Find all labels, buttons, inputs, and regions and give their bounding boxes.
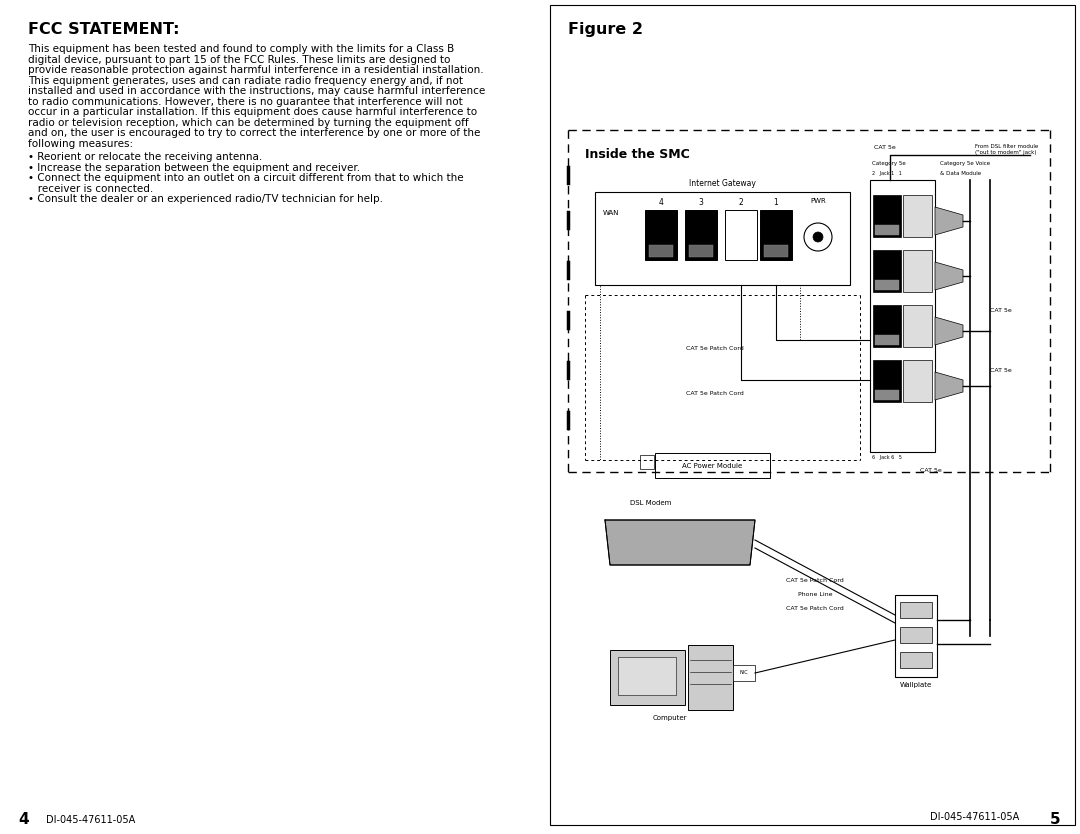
Text: and on, the user is encouraged to try to correct the interference by one or more: and on, the user is encouraged to try to… (28, 128, 481, 138)
Text: PWR: PWR (810, 198, 826, 204)
Text: & Data Module: & Data Module (940, 171, 981, 176)
Bar (689, 245, 713, 257)
Text: 4: 4 (18, 812, 29, 827)
Text: Wallplate: Wallplate (900, 682, 932, 688)
Text: 3: 3 (699, 198, 703, 207)
Text: radio or television reception, which can be determined by turning the equipment : radio or television reception, which can… (28, 118, 469, 128)
Text: 5: 5 (1050, 812, 1061, 827)
Bar (645, 210, 677, 260)
Bar (900, 652, 932, 668)
Bar (900, 602, 932, 618)
Text: Phone Line: Phone Line (798, 591, 833, 596)
Bar (649, 245, 673, 257)
Bar (654, 453, 770, 478)
Bar (618, 657, 676, 695)
Text: receiver is connected.: receiver is connected. (28, 183, 153, 193)
Bar (760, 210, 792, 260)
Text: digital device, pursuant to part 15 of the FCC Rules. These limits are designed : digital device, pursuant to part 15 of t… (28, 54, 450, 64)
Text: CAT 5e Patch Cord: CAT 5e Patch Cord (786, 577, 843, 582)
Text: Figure 2: Figure 2 (568, 22, 643, 37)
Bar (610, 650, 685, 705)
Text: 1: 1 (773, 198, 779, 207)
Text: Inside the SMC: Inside the SMC (585, 148, 690, 161)
Bar (903, 250, 932, 292)
Text: 2   Jack 1   1: 2 Jack 1 1 (872, 171, 902, 176)
Bar (733, 665, 755, 681)
Text: to radio communications. However, there is no guarantee that interference will n: to radio communications. However, there … (28, 97, 462, 107)
Bar (903, 305, 932, 347)
Bar (900, 627, 932, 643)
Bar (764, 245, 788, 257)
Text: • Consult the dealer or an experienced radio/TV technician for help.: • Consult the dealer or an experienced r… (28, 194, 383, 204)
Text: CAT 5e Patch Cord: CAT 5e Patch Cord (686, 345, 744, 350)
Text: provide reasonable protection against harmful interference in a residential inst: provide reasonable protection against ha… (28, 65, 484, 75)
Text: occur in a particular installation. If this equipment does cause harmful interfe: occur in a particular installation. If t… (28, 107, 477, 117)
Bar (873, 195, 901, 237)
Text: • Reorient or relocate the receiving antenna.: • Reorient or relocate the receiving ant… (28, 152, 262, 162)
Text: • Connect the equipment into an outlet on a circuit different from that to which: • Connect the equipment into an outlet o… (28, 173, 463, 183)
Bar (903, 195, 932, 237)
Bar (688, 645, 733, 710)
Text: CAT 5e: CAT 5e (990, 308, 1012, 313)
Text: CAT 5e: CAT 5e (874, 145, 896, 150)
Text: This equipment has been tested and found to comply with the limits for a Class B: This equipment has been tested and found… (28, 44, 455, 54)
Text: From DSL filter module
("out to modem" jack): From DSL filter module ("out to modem" j… (975, 143, 1038, 155)
Text: DSL Modem: DSL Modem (630, 500, 672, 506)
Text: following measures:: following measures: (28, 138, 133, 148)
Text: DI-045-47611-05A: DI-045-47611-05A (930, 812, 1020, 822)
Bar (875, 335, 899, 345)
Text: 4: 4 (659, 198, 663, 207)
Text: CAT 5e Patch Cord: CAT 5e Patch Cord (686, 390, 744, 395)
Text: Category 5e: Category 5e (872, 161, 906, 166)
Text: FCC STATEMENT:: FCC STATEMENT: (28, 22, 179, 37)
Text: • Increase the separation between the equipment and receiver.: • Increase the separation between the eq… (28, 163, 360, 173)
Text: This equipment generates, uses and can radiate radio frequency energy and, if no: This equipment generates, uses and can r… (28, 76, 463, 86)
Circle shape (804, 223, 832, 251)
Bar (873, 360, 901, 402)
Text: Category 5e Voice: Category 5e Voice (940, 161, 990, 166)
Text: CAT 5e Patch Cord: CAT 5e Patch Cord (786, 605, 843, 610)
Bar (895, 595, 937, 677)
Text: DI-045-47611-05A: DI-045-47611-05A (46, 815, 135, 825)
Bar (595, 192, 850, 285)
Bar (903, 360, 932, 402)
Bar (875, 390, 899, 400)
Polygon shape (935, 262, 963, 290)
Text: 2: 2 (739, 198, 743, 207)
Polygon shape (935, 372, 963, 400)
Text: CAT 5e: CAT 5e (920, 468, 942, 473)
Text: WAN: WAN (603, 210, 620, 216)
Bar (875, 225, 899, 235)
Bar (873, 305, 901, 347)
Bar (685, 210, 717, 260)
Bar (725, 210, 757, 260)
Polygon shape (935, 207, 963, 235)
Text: Internet Gateway: Internet Gateway (689, 179, 756, 188)
Bar (875, 280, 899, 290)
Text: AC Power Module: AC Power Module (683, 463, 743, 469)
Bar (873, 250, 901, 292)
Circle shape (813, 232, 823, 242)
Polygon shape (935, 317, 963, 345)
Text: CAT 5e: CAT 5e (990, 368, 1012, 373)
Text: NIC: NIC (740, 671, 748, 676)
Polygon shape (605, 520, 755, 565)
Text: Computer: Computer (652, 715, 687, 721)
Bar (640, 455, 654, 469)
Text: 6   Jack 6   5: 6 Jack 6 5 (872, 455, 902, 460)
Bar (870, 180, 935, 452)
Text: installed and used in accordance with the instructions, may cause harmful interf: installed and used in accordance with th… (28, 86, 485, 96)
